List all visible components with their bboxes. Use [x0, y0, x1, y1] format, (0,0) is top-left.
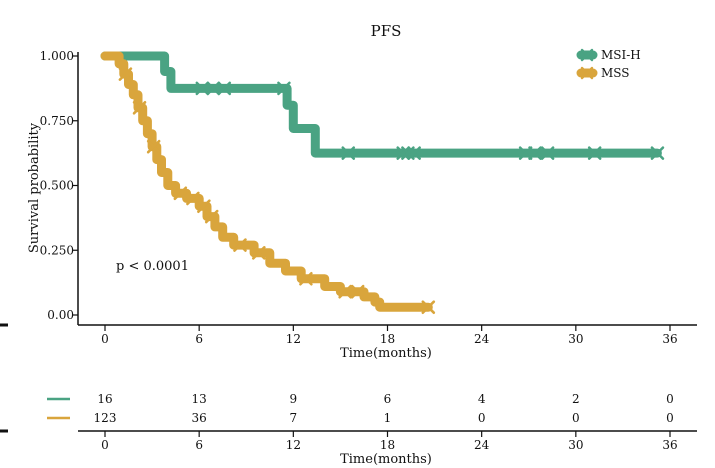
legend-item: MSI-H [576, 48, 641, 62]
risk-tick-label: 12 [286, 438, 301, 452]
censor-mark [407, 146, 421, 160]
censor-mark [204, 209, 219, 224]
censor-mark [118, 67, 133, 81]
risk-count: 36 [192, 411, 207, 425]
survival-curves [100, 51, 665, 315]
x-tick-label: 30 [568, 332, 583, 346]
y-tick-label: 0.250 [40, 243, 74, 257]
risk-count: 0 [666, 392, 674, 406]
risk-tick-label: 0 [101, 438, 109, 452]
risk-count: 1 [384, 411, 392, 425]
chart-title: PFS [371, 22, 402, 40]
risk-tick-label: 6 [195, 438, 203, 452]
censor-mark [277, 81, 291, 96]
risk-count: 4 [478, 392, 486, 406]
plot-area: 0.00 0.250 0.500 0.750 1.000 0 6 12 18 24 30 36 Ti… [0, 49, 697, 361]
censor-mark [217, 81, 232, 96]
curve-msi-h [100, 51, 662, 158]
x-tick-label: 24 [474, 332, 490, 346]
censor-mark [195, 81, 210, 96]
censor-mark [197, 199, 211, 214]
y-axis-title: Survival probability [27, 122, 42, 253]
risk-count: 13 [192, 392, 207, 406]
censor-mark [132, 101, 147, 115]
risk-table-rows: 16 13 9 6 4 2 0 123 36 7 1 0 0 0 [47, 392, 674, 425]
censor-mark [341, 146, 356, 160]
x-axis-ticks: 0 6 12 18 24 30 36 [101, 325, 678, 346]
x-tick-label: 36 [662, 332, 677, 346]
censor-mark [421, 300, 436, 315]
risk-table-x-axis-title: Time(months) [340, 452, 432, 467]
censor-mark [338, 284, 352, 299]
risk-count: 7 [290, 411, 298, 425]
risk-count: 2 [572, 392, 580, 406]
y-tick-label: 0.00 [47, 308, 74, 322]
x-axis-title: Time(months) [340, 346, 432, 361]
risk-tick-label: 36 [662, 438, 677, 452]
censor-mark [173, 186, 188, 201]
censor-mark [299, 271, 313, 286]
censor-mark [233, 238, 247, 252]
legend-label: MSI-H [601, 48, 641, 62]
x-tick-label: 0 [101, 332, 109, 346]
risk-count: 6 [384, 392, 392, 406]
y-tick-label: 1.000 [40, 49, 74, 63]
x-tick-label: 12 [286, 332, 301, 346]
censor-mark [540, 146, 555, 160]
censor-mark [146, 139, 161, 154]
risk-tick-label: 18 [380, 438, 395, 452]
risk-tick-label: 30 [568, 438, 583, 452]
risk-count: 9 [290, 392, 298, 406]
risk-count: 0 [478, 411, 486, 425]
y-axis-ticks: 0.00 0.250 0.500 0.750 1.000 [40, 49, 78, 322]
censor-mark [587, 146, 602, 160]
p-value-annotation: p < 0.0001 [116, 259, 189, 274]
risk-count: 16 [97, 392, 112, 406]
censor-mark [186, 191, 200, 206]
censor-mark [350, 284, 365, 299]
censor-mark [252, 246, 266, 260]
risk-count: 123 [94, 411, 117, 425]
legend-item: MSS [576, 66, 630, 80]
legend-censor-mark [580, 48, 594, 62]
risk-count: 0 [666, 411, 674, 425]
legend-label: MSS [601, 66, 630, 80]
censor-mark [206, 81, 221, 96]
censor-mark [518, 146, 533, 160]
legend-censor-mark [580, 66, 594, 80]
y-tick-label: 0.750 [40, 114, 74, 128]
censor-mark [396, 146, 410, 160]
x-tick-label: 18 [380, 332, 395, 346]
x-tick-label: 6 [195, 332, 203, 346]
risk-table-ticks: 0 6 12 18 24 30 36 [101, 431, 678, 452]
risk-count: 0 [572, 411, 580, 425]
y-tick-label: 0.500 [40, 179, 74, 193]
risk-tick-label: 24 [474, 438, 490, 452]
legend: MSI-H MSS [576, 48, 641, 80]
censor-mark [528, 146, 542, 160]
censor-mark [650, 146, 665, 160]
risk-table: 16 13 9 6 4 2 0 123 36 7 1 0 0 0 0 6 12 18 24 30 36 Time(mo… [0, 392, 697, 467]
